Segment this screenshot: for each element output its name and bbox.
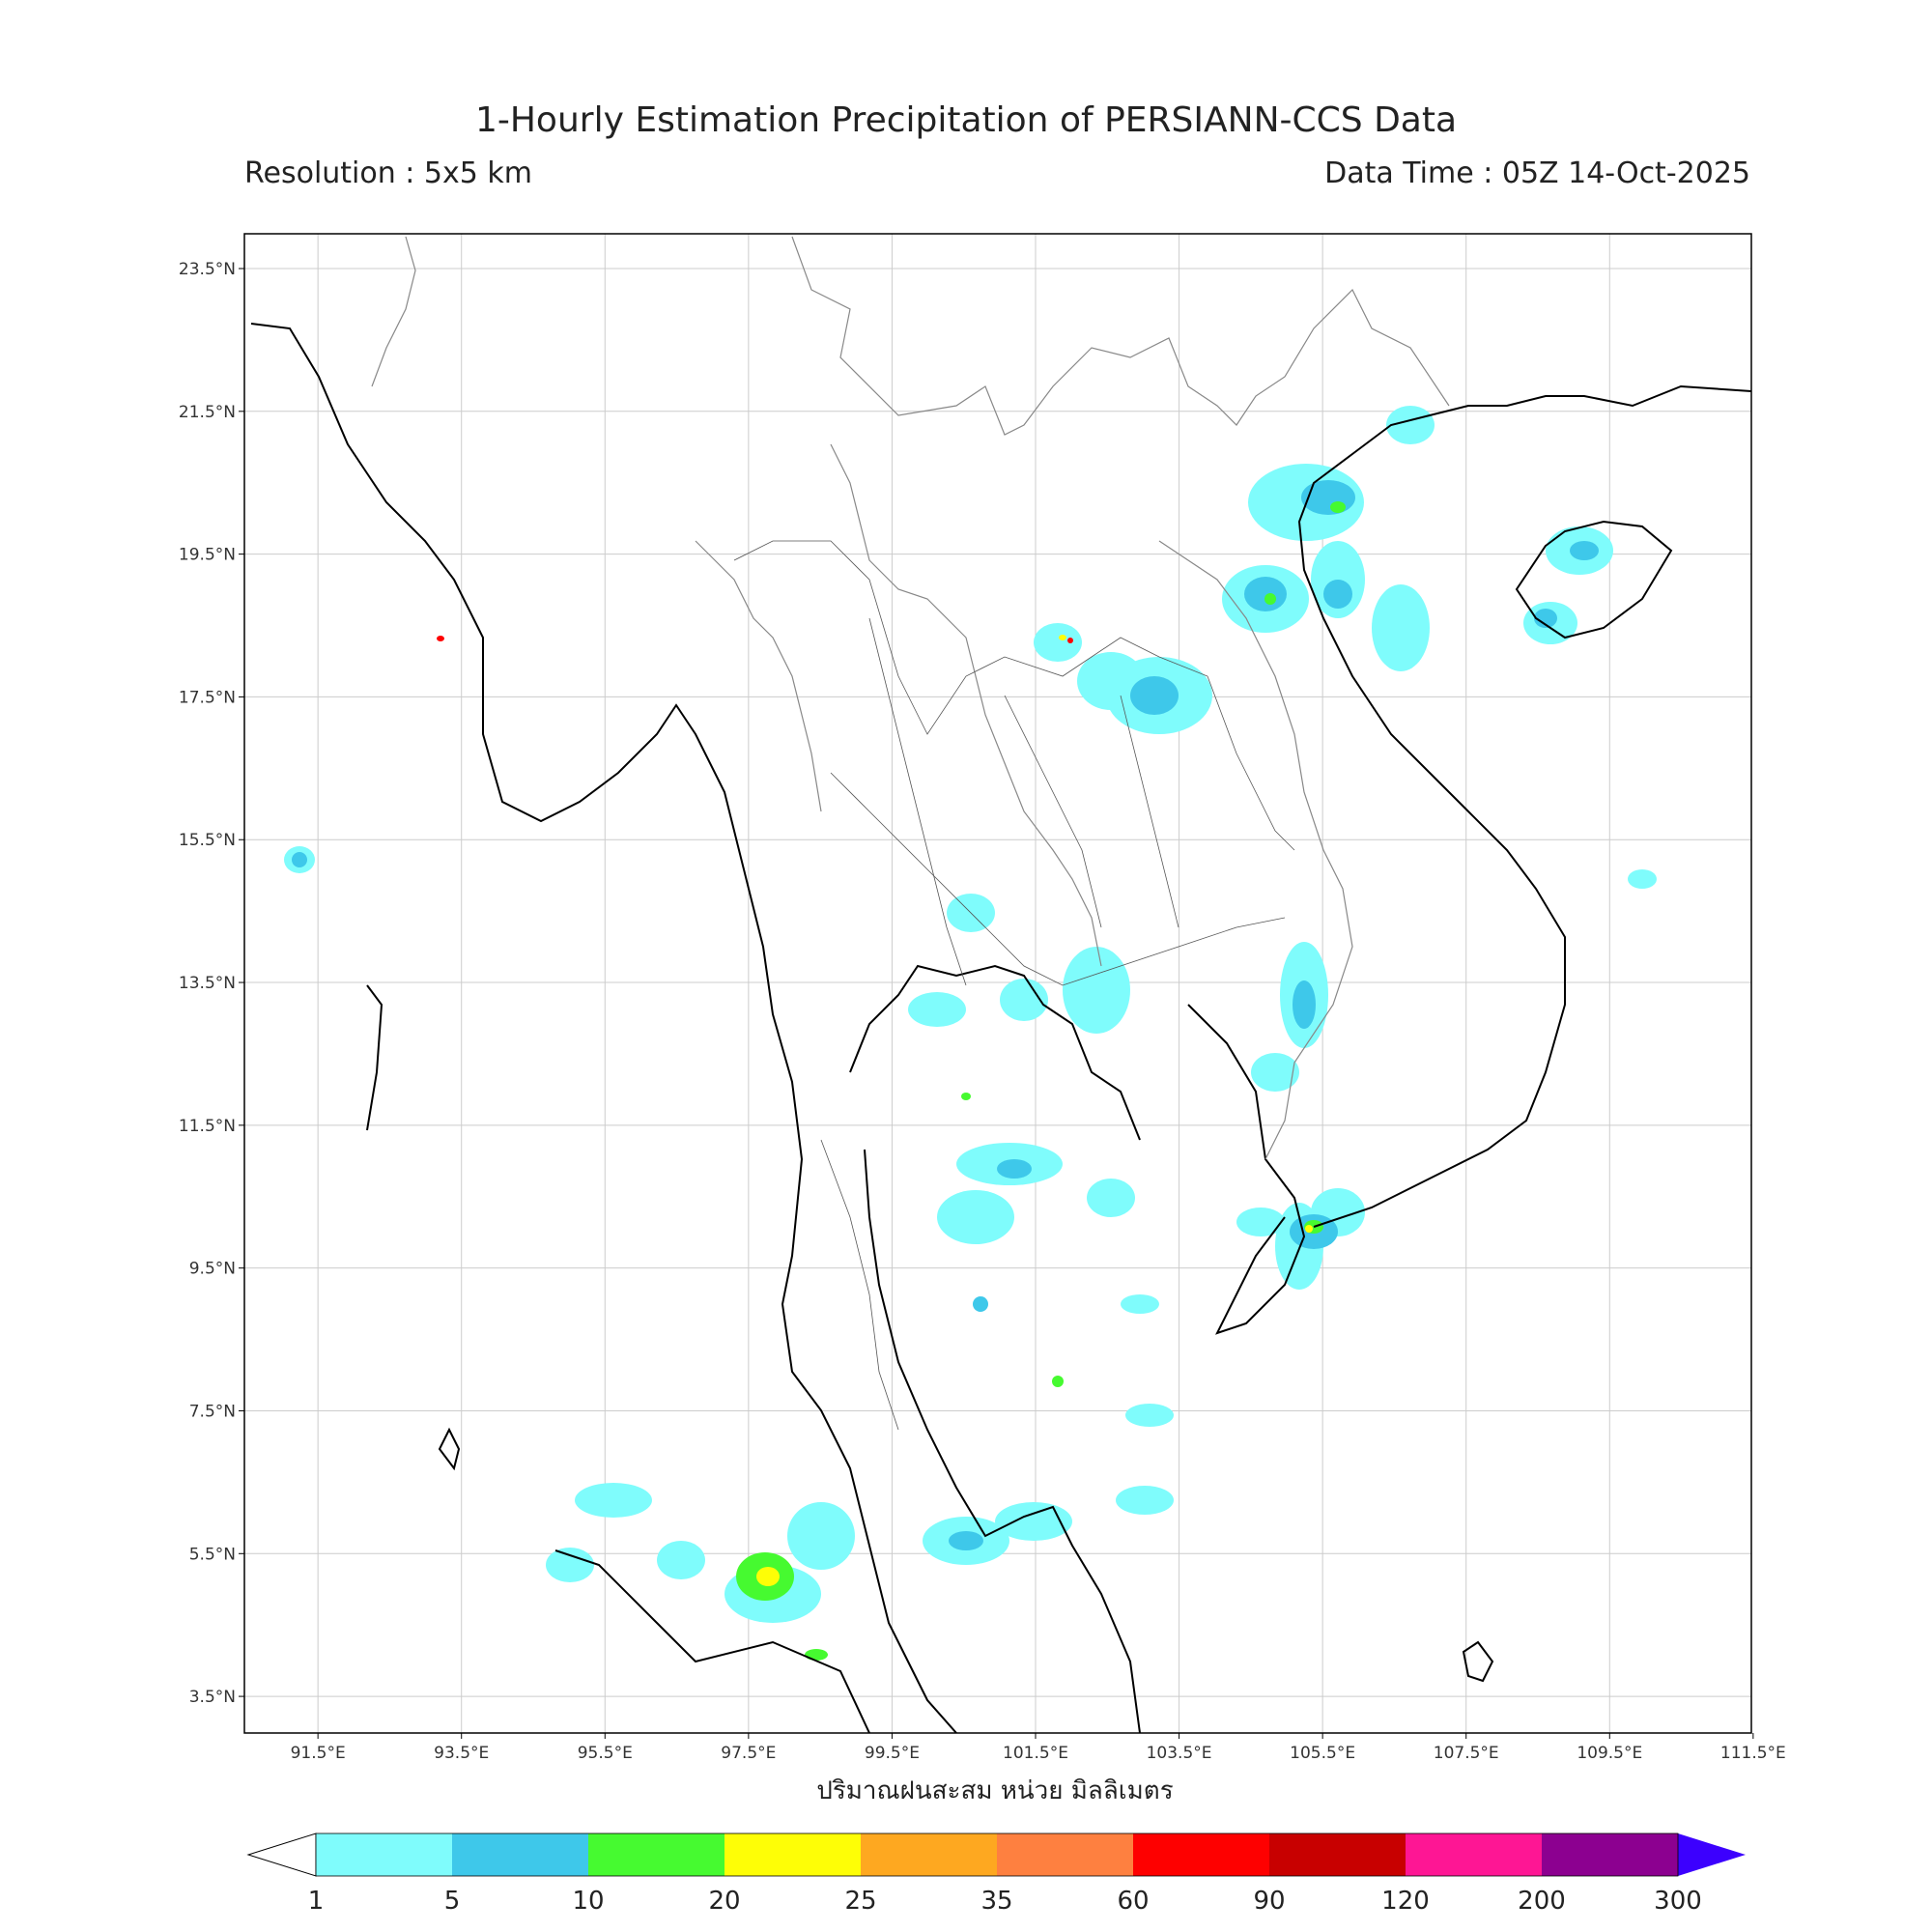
colorbar-segment bbox=[861, 1833, 997, 1876]
longitude-labels: 91.5°E 93.5°E 95.5°E 97.5°E 99.5°E 101.5°E 103… bbox=[291, 1733, 1786, 1763]
colorbar-segment bbox=[1406, 1833, 1542, 1876]
coastlines bbox=[250, 323, 1751, 1733]
lon-tick-label: 95.5°E bbox=[578, 1744, 633, 1763]
lat-tick-label: 11.5°N bbox=[179, 1117, 236, 1136]
colorbar-label: 35 bbox=[980, 1887, 1012, 1916]
lon-tick-label: 97.5°E bbox=[721, 1744, 776, 1763]
lat-tick-label: 9.5°N bbox=[189, 1260, 236, 1279]
lat-tick-label: 17.5°N bbox=[179, 688, 236, 707]
colorbar-segment bbox=[588, 1833, 724, 1876]
latitude-labels: 23.5°N 21.5°N 19.5°N 17.5°N 15.5°N 13.5°N 11.5… bbox=[179, 260, 244, 1707]
colorbar-segment bbox=[724, 1833, 861, 1876]
lon-tick-label: 107.5°E bbox=[1434, 1744, 1499, 1763]
lat-tick-label: 7.5°N bbox=[189, 1402, 236, 1421]
colorbar-label: 20 bbox=[708, 1887, 740, 1916]
colorbar-label: 10 bbox=[572, 1887, 604, 1916]
lon-tick-label: 93.5°E bbox=[434, 1744, 489, 1763]
rain-20mm-areas bbox=[756, 635, 1313, 1586]
province-boundaries bbox=[733, 540, 1295, 1431]
map-border bbox=[243, 233, 1752, 1734]
x-axis-label: ปริมาณฝนสะสม หน่วย มิลลิเมตร bbox=[816, 1776, 1173, 1805]
lat-tick-label: 15.5°N bbox=[179, 831, 236, 850]
colorbar-segment bbox=[1133, 1833, 1269, 1876]
colorbar-label: 90 bbox=[1253, 1887, 1285, 1916]
data-time-label: Data Time : 05Z 14-Oct-2025 bbox=[1324, 156, 1750, 190]
lon-tick-label: 109.5°E bbox=[1577, 1744, 1642, 1763]
colorbar-frame bbox=[315, 1833, 1679, 1877]
lon-tick-label: 111.5°E bbox=[1720, 1744, 1786, 1763]
colorbar-label: 120 bbox=[1381, 1887, 1430, 1916]
colorbar-label: 200 bbox=[1518, 1887, 1566, 1916]
lat-tick-label: 23.5°N bbox=[179, 260, 236, 279]
rain-90mm-areas bbox=[437, 636, 1073, 643]
colorbar-segment bbox=[316, 1833, 452, 1876]
colorbar-segment bbox=[1269, 1833, 1406, 1876]
colorbar-under-arrow bbox=[246, 1833, 317, 1877]
lon-tick-label: 101.5°E bbox=[1003, 1744, 1068, 1763]
lon-tick-label: 105.5°E bbox=[1290, 1744, 1355, 1763]
colorbar-segment bbox=[1542, 1833, 1678, 1876]
map-frame bbox=[244, 234, 1751, 1733]
gridlines bbox=[244, 234, 1751, 1733]
lon-tick-label: 91.5°E bbox=[291, 1744, 346, 1763]
colorbar-segment bbox=[452, 1833, 588, 1876]
lat-tick-label: 19.5°N bbox=[179, 546, 236, 565]
colorbar-label: 300 bbox=[1654, 1887, 1702, 1916]
map-title: 1-Hourly Estimation Precipitation of PER… bbox=[474, 100, 1458, 140]
colorbar-label: 25 bbox=[844, 1887, 876, 1916]
colorbar-segment bbox=[997, 1833, 1133, 1876]
colorbar-over-arrow bbox=[1678, 1833, 1746, 1876]
country-borders bbox=[371, 236, 1450, 1160]
lat-tick-label: 5.5°N bbox=[189, 1545, 236, 1564]
colorbar-label: 1 bbox=[308, 1887, 325, 1916]
colorbar-label: 60 bbox=[1117, 1887, 1149, 1916]
colorbar-label: 5 bbox=[444, 1887, 461, 1916]
lon-tick-label: 99.5°E bbox=[865, 1744, 920, 1763]
resolution-label: Resolution : 5x5 km bbox=[244, 156, 532, 190]
lon-tick-label: 103.5°E bbox=[1147, 1744, 1212, 1763]
lat-tick-label: 3.5°N bbox=[189, 1688, 236, 1707]
lat-tick-label: 21.5°N bbox=[179, 403, 236, 422]
colorbar: 1 5 10 20 25 35 60 90 120 200 300 bbox=[246, 1833, 1746, 1916]
lat-tick-label: 13.5°N bbox=[179, 974, 236, 993]
